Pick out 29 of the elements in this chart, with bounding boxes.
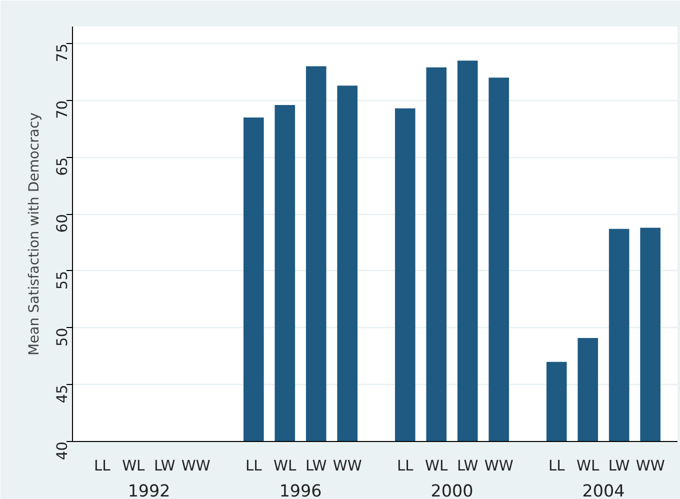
x-tick-label: LL [94,458,112,474]
x-tick-label: LW [305,458,328,474]
y-tick-label: 60 [54,214,71,233]
x-tick-label: WL [576,458,600,474]
y-tick-label: 55 [54,270,71,290]
x-tick-label: WW [332,458,362,474]
y-axis-title: Mean Satisfaction with Democracy [26,112,42,356]
y-tick-label: 40 [54,441,71,460]
x-tick-label: LL [548,458,566,474]
x-tick-label: WW [636,458,666,474]
text: 1992 [128,482,170,499]
y-tick-label: 75 [54,44,71,62]
text: 2000 [430,482,474,499]
x-tick-label: LW [608,458,630,474]
x-tick-label: WL [425,458,449,474]
x-tick-label: LW [456,458,479,474]
y-tick-label: 70 [54,100,71,120]
x-tick-label: WL [274,458,298,474]
x-tick-label: WW [181,458,211,474]
y-tick-label: 65 [54,157,71,176]
x-tick-label: LW [154,458,176,474]
x-tick-label: LL [245,458,263,474]
y-tick-label: 50 [54,328,71,346]
x-tick-label: WW [484,458,514,474]
text: 1996 [279,482,322,499]
y-tick-label: 45 [54,384,71,404]
text: 2004 [582,482,625,499]
x-tick-label: WL [122,458,146,474]
x-tick-label: LL [396,458,414,474]
